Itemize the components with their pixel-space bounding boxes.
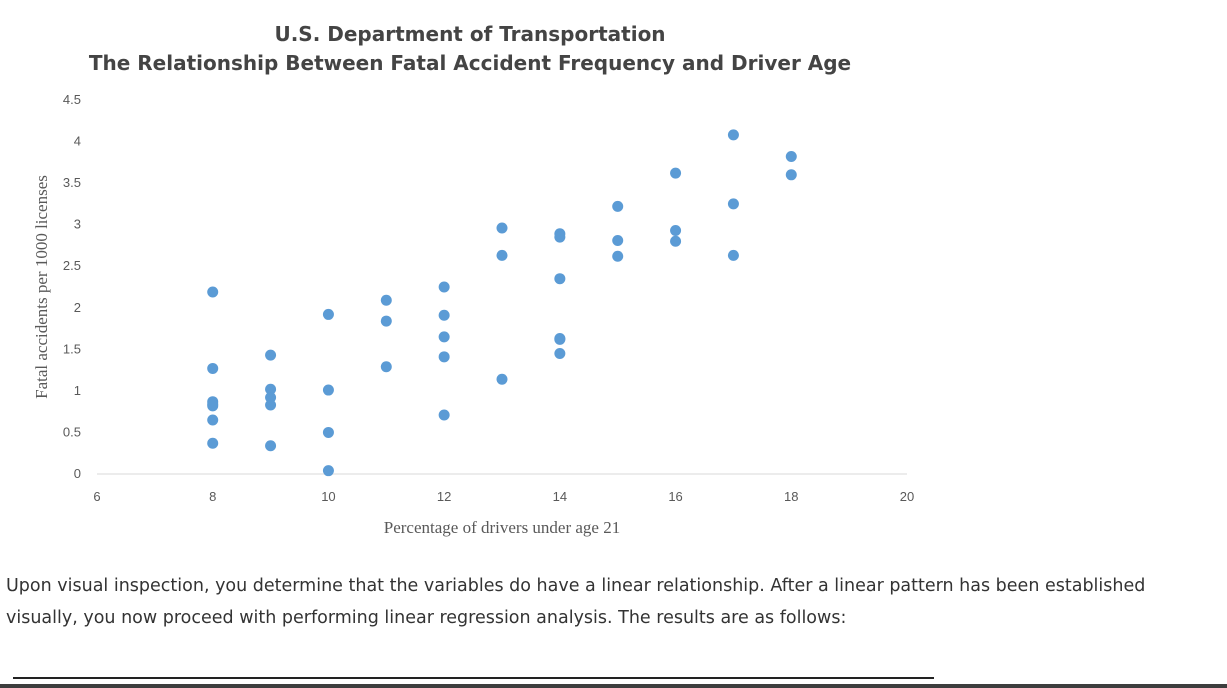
data-point [496, 222, 508, 234]
data-point [785, 169, 797, 181]
data-point [670, 167, 682, 179]
data-point [438, 331, 450, 343]
y-tick-label: 2 [74, 300, 81, 315]
data-point [438, 409, 450, 421]
data-point [322, 465, 334, 477]
x-tick-label: 6 [93, 489, 100, 504]
data-point [496, 373, 508, 385]
data-point [322, 308, 334, 320]
data-point [727, 249, 739, 261]
data-point [380, 361, 392, 373]
y-tick-label: 4 [74, 134, 81, 149]
data-point [265, 399, 277, 411]
x-tick-label: 12 [437, 489, 451, 504]
data-points [207, 129, 797, 477]
data-point [554, 347, 566, 359]
body-paragraph: Upon visual inspection, you determine th… [6, 576, 1146, 628]
y-tick-labels: 0 0.5 1 1.5 2 2.5 3 3.5 4 4.5 [63, 92, 81, 481]
data-point [207, 398, 219, 410]
data-point [265, 440, 277, 452]
data-point [612, 234, 624, 246]
data-point [380, 294, 392, 306]
y-tick-label: 0 [74, 466, 81, 481]
scatter-chart: U.S. Department of Transportation The Re… [32, 22, 914, 537]
data-point [438, 351, 450, 363]
data-point [554, 231, 566, 243]
x-tick-label: 14 [553, 489, 567, 504]
x-tick-labels: 6 8 10 12 14 16 18 20 [93, 489, 914, 504]
data-point [727, 198, 739, 210]
x-tick-label: 8 [209, 489, 216, 504]
data-point [380, 315, 392, 327]
data-point [496, 249, 508, 261]
x-axis-title: Percentage of drivers under age 21 [384, 518, 620, 537]
data-point [612, 250, 624, 262]
y-tick-label: 3 [74, 217, 81, 232]
y-axis-title: Fatal accidents per 1000 licenses [32, 175, 51, 399]
data-point [265, 383, 277, 395]
data-point [322, 384, 334, 396]
data-point [785, 151, 797, 163]
data-point [438, 309, 450, 321]
x-tick-label: 18 [784, 489, 798, 504]
data-point [554, 333, 566, 345]
y-tick-label: 2.5 [63, 258, 81, 273]
data-point [265, 349, 277, 361]
data-point [207, 362, 219, 374]
bottom-edge-bar [0, 684, 1227, 688]
chart-title: U.S. Department of Transportation [274, 22, 665, 46]
y-tick-label: 3.5 [63, 175, 81, 190]
x-tick-label: 20 [900, 489, 914, 504]
data-point [207, 437, 219, 449]
y-tick-label: 1.5 [63, 341, 81, 356]
y-tick-label: 1 [74, 383, 81, 398]
data-point [670, 224, 682, 236]
data-point [670, 235, 682, 247]
y-tick-label: 0.5 [63, 424, 81, 439]
y-tick-label: 4.5 [63, 92, 81, 107]
data-point [554, 273, 566, 285]
data-point [322, 426, 334, 438]
separator-line [13, 677, 934, 679]
data-point [612, 200, 624, 212]
data-point [207, 286, 219, 298]
data-point [727, 129, 739, 141]
chart-subtitle: The Relationship Between Fatal Accident … [89, 51, 851, 75]
x-tick-label: 16 [668, 489, 682, 504]
data-point [207, 414, 219, 426]
x-tick-label: 10 [321, 489, 335, 504]
data-point [438, 281, 450, 293]
